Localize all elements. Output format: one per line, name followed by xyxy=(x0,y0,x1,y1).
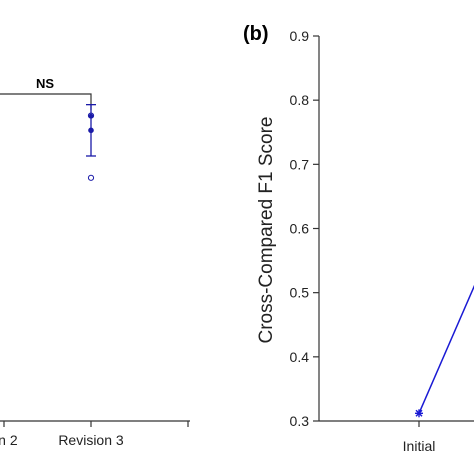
panel-b: (b) 0.3 0.4 0.5 0.6 0.7 0.8 0.9 Initial Cross-… xyxy=(243,23,474,454)
significance-label: NS xyxy=(36,76,54,91)
panel-a-significance-bracket: NS xyxy=(0,76,92,110)
panel-a-x-tick-label: on 2 xyxy=(0,432,18,448)
panel-b-y-tick-label: 0.6 xyxy=(290,221,310,237)
panel-b-x-tick-label: Initial xyxy=(403,438,436,454)
panel-a-data-points xyxy=(86,104,96,181)
panel-a-x-ticks: on 2 Revision 3 xyxy=(0,421,189,448)
series-line xyxy=(418,284,474,414)
panel-a-x-tick-label: Revision 3 xyxy=(58,432,124,448)
panel-b-y-tick-label: 0.5 xyxy=(290,285,310,301)
panel-b-label: (b) xyxy=(243,23,269,45)
panel-b-y-tick-label: 0.3 xyxy=(290,413,310,429)
panel-b-y-tick-label: 0.8 xyxy=(290,92,310,108)
panel-b-x-ticks: Initial xyxy=(403,421,436,454)
panel-b-y-tick-label: 0.4 xyxy=(290,349,310,365)
panel-b-y-ticks: 0.3 0.4 0.5 0.6 0.7 0.8 0.9 xyxy=(290,28,319,429)
panel-b-series xyxy=(415,284,474,418)
panel-b-y-tick-label: 0.7 xyxy=(290,156,310,172)
panel-a: on 2 Revision 3 NS xyxy=(0,76,190,448)
mean-point xyxy=(88,127,94,134)
outlier-point-low xyxy=(87,174,95,181)
series-marker xyxy=(415,409,423,418)
panel-b-y-tick-label: 0.9 xyxy=(290,28,310,44)
significance-bracket-line xyxy=(0,93,92,110)
panel-b-y-axis-title: Cross-Compared F1 Score xyxy=(256,116,277,343)
median-point xyxy=(88,113,94,119)
